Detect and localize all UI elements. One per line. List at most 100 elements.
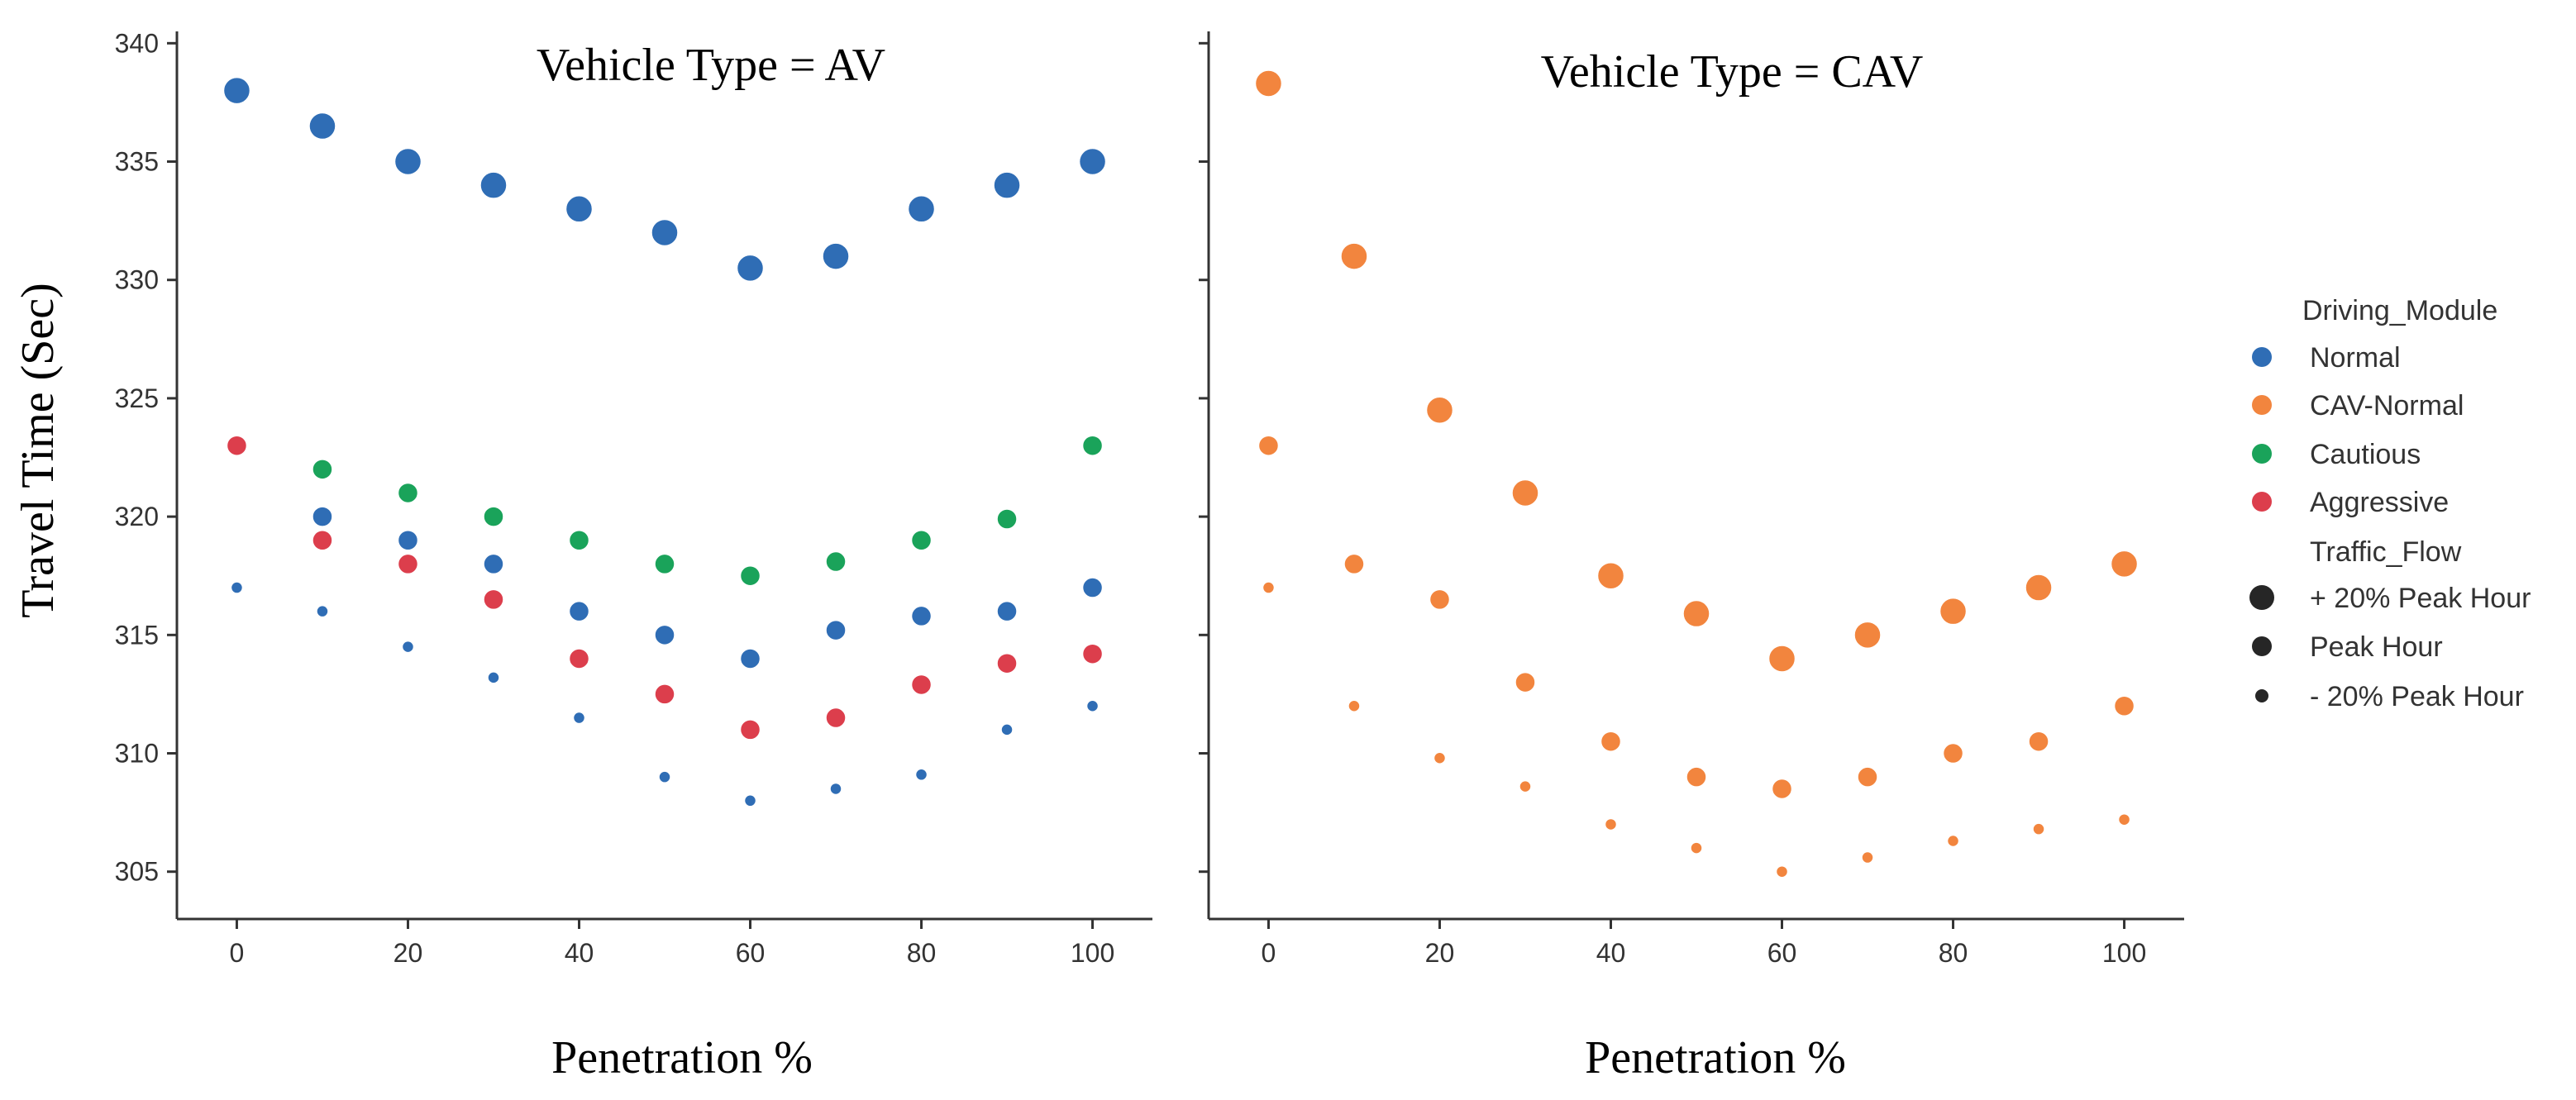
panel-av-points <box>222 76 1107 807</box>
panel-cav-point-cav-normal <box>2113 695 2135 717</box>
panel-av-point-aggressive <box>1081 643 1104 664</box>
panel-av-point-aggressive <box>739 719 761 740</box>
panel-cav-point-cav-normal <box>1946 834 1960 848</box>
panel-av-point-aggressive <box>654 683 675 705</box>
panel-av-y-tick-label: 325 <box>115 383 159 413</box>
panel-av-point-aggressive <box>910 674 933 696</box>
panel-cav-point-cav-normal <box>1857 766 1878 788</box>
legend: Driving_Module Normal CAV-Normal Cautiou… <box>2249 295 2531 712</box>
panel-av-x-ticks: 0 20 40 60 80 100 <box>230 919 1114 968</box>
legend-marker-cautious <box>2252 444 2272 464</box>
panel-cav-point-cav-normal <box>1262 581 1276 594</box>
panel-av-x-tick-label: 60 <box>736 938 766 968</box>
panel-av-y-tick-label: 340 <box>115 28 159 58</box>
panel-av-point-cautious <box>1081 435 1104 456</box>
legend-marker-plus20 <box>2249 585 2274 610</box>
panel-av-point-normal <box>1000 723 1014 736</box>
panel-cav-point-cav-normal <box>1511 479 1539 507</box>
panel-av-y-tick-label: 320 <box>115 502 159 531</box>
panel-av-point-normal <box>312 506 333 527</box>
panel-cav-point-cav-normal <box>1425 396 1454 424</box>
panel-cav-x-tick-label: 60 <box>1767 938 1797 968</box>
panel-av-point-cautious <box>483 506 504 527</box>
panel-cav-point-cav-normal <box>1433 751 1447 764</box>
legend-label-cav-normal: CAV-Normal <box>2310 390 2464 421</box>
panel-av-point-normal <box>910 605 933 627</box>
panel-av-point-aggressive <box>312 530 333 551</box>
panel-av-point-normal <box>572 711 586 725</box>
panel-av-y-tick-label: 305 <box>115 857 159 887</box>
panel-cav: Vehicle Type = CAV Penetration % 0 20 40 60… <box>1199 31 2184 1083</box>
panel-av-point-normal <box>565 195 594 223</box>
panel-cav-point-cav-normal <box>1853 621 1882 650</box>
panel-cav-point-cav-normal <box>1939 597 1968 626</box>
legend-label-aggressive: Aggressive <box>2310 487 2449 518</box>
panel-av-point-cautious <box>910 530 933 551</box>
panel-av-point-aggressive <box>996 652 1018 674</box>
panel-av-point-normal <box>1081 577 1104 598</box>
panel-av-y-tick-label: 335 <box>115 147 159 177</box>
panel-cav-xlabel: Penetration % <box>1585 1032 1846 1083</box>
panel-cav-x-ticks: 0 20 40 60 80 100 <box>1262 919 2146 968</box>
panel-av-point-aggressive <box>568 648 590 669</box>
legend-label-peak: Peak Hour <box>2310 631 2443 663</box>
panel-av-point-normal <box>479 171 508 199</box>
panel-cav-point-cav-normal <box>1604 817 1618 831</box>
panel-av-x-tick-label: 100 <box>1071 938 1114 968</box>
panel-cav-point-cav-normal <box>1775 864 1789 879</box>
panel-cav-x-tick-label: 80 <box>1939 938 1968 968</box>
panel-cav-point-cav-normal <box>1600 731 1622 752</box>
panel-cav-x-tick-label: 40 <box>1596 938 1626 968</box>
panel-av-point-normal <box>222 76 251 105</box>
panel-av-point-cautious <box>825 550 847 573</box>
legend-marker-normal <box>2252 347 2272 367</box>
panel-av-point-normal <box>996 600 1018 622</box>
panel-cav-point-cav-normal <box>1771 778 1793 800</box>
panel-av-point-aggressive <box>483 588 504 611</box>
panel-cav-point-cav-normal <box>2025 574 2053 602</box>
y-axis-label: Travel Time (Sec) <box>12 283 64 618</box>
legend-marker-minus20 <box>2255 689 2268 702</box>
panel-av-y-tick-label: 315 <box>115 620 159 650</box>
panel-av-x-tick-label: 40 <box>565 938 594 968</box>
legend-marker-cav-normal <box>2252 395 2272 415</box>
panel-av-point-normal <box>394 147 422 176</box>
panel-av-point-normal <box>825 619 847 641</box>
panel-av-point-cautious <box>739 564 761 587</box>
panel-av-point-cautious <box>996 508 1018 530</box>
panel-cav-point-cav-normal <box>1429 588 1451 611</box>
panel-av-point-normal <box>316 604 329 618</box>
panel-cav-point-cav-normal <box>1257 435 1280 456</box>
panel-av-title: Vehicle Type = AV <box>537 40 885 91</box>
panel-av-xlabel: Penetration % <box>551 1032 813 1083</box>
panel-av-point-cautious <box>312 459 333 480</box>
panel-av-point-normal <box>654 624 675 646</box>
panel-av-point-normal <box>829 782 842 796</box>
panel-cav-point-cav-normal <box>2117 812 2131 826</box>
legend-label-minus20: - 20% Peak Hour <box>2310 681 2524 712</box>
panel-av-point-normal <box>914 768 928 782</box>
legend-label-normal: Normal <box>2310 342 2401 374</box>
legend-hue-title: Driving_Module <box>2302 295 2497 326</box>
panel-cav-point-cav-normal <box>1861 850 1874 864</box>
panel-cav-point-cav-normal <box>1686 766 1707 788</box>
panel-av-y-ticks: 305 310 315 320 325 330 335 340 <box>115 28 177 887</box>
panel-av-point-normal <box>401 640 415 654</box>
panel-cav-y-ticks <box>1199 41 1209 874</box>
panel-av-point-normal <box>658 770 671 783</box>
panel-av-point-aggressive <box>825 707 847 729</box>
legend-marker-aggressive <box>2252 492 2272 512</box>
panel-av-point-normal <box>739 648 761 669</box>
legend-size-title: Traffic_Flow <box>2310 536 2462 568</box>
panel-av: Vehicle Type = AV Penetration % 305 310 31… <box>115 28 1152 1083</box>
panel-cav-x-tick-label: 100 <box>2102 938 2146 968</box>
panel-cav-point-cav-normal <box>1254 69 1283 98</box>
panel-av-point-normal <box>1078 147 1107 176</box>
panel-cav-point-cav-normal <box>1942 742 1964 764</box>
panel-av-point-normal <box>1085 699 1100 712</box>
panel-av-y-tick-label: 330 <box>115 265 159 295</box>
panel-av-point-normal <box>822 242 850 270</box>
panel-cav-x-tick-label: 0 <box>1262 938 1276 968</box>
panel-cav-point-cav-normal <box>2028 731 2049 752</box>
